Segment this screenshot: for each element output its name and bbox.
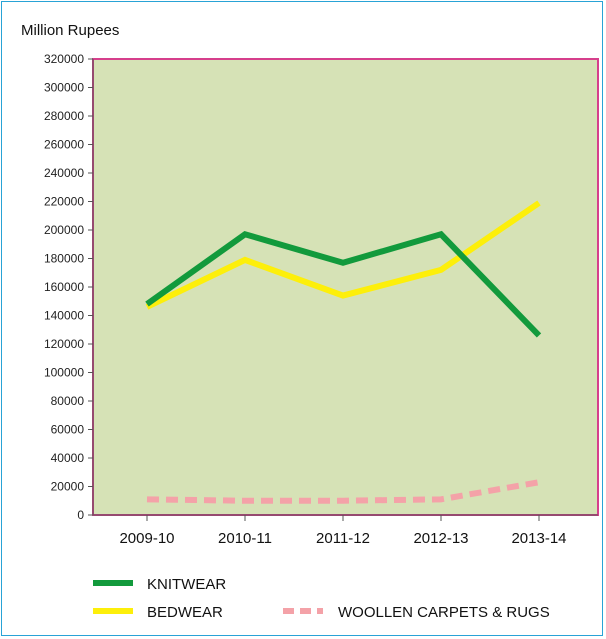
series-line-woollen-carpets-rugs xyxy=(146,479,540,504)
y-tick-label: 260000 xyxy=(44,138,84,152)
y-tick-label: 20000 xyxy=(51,480,85,494)
legend-label-knitwear: KNITWEAR xyxy=(147,576,226,593)
y-tick-label: 60000 xyxy=(51,423,85,437)
y-axis: 0 20000 40000 60000 80000 100000 120000 140000 1… xyxy=(44,52,94,522)
x-tick-label: 2013-14 xyxy=(511,530,566,547)
x-axis: 2009-10 2010-11 2011-12 2012-13 2013-14 xyxy=(93,514,598,547)
series-line-knitwear xyxy=(145,230,542,338)
y-tick-label: 0 xyxy=(77,508,84,522)
x-tick-label: 2012-13 xyxy=(413,530,468,547)
y-tick-label: 220000 xyxy=(44,195,84,209)
y-tick-label: 100000 xyxy=(44,366,84,380)
legend-label-woollen-carpets-rugs: WOOLLEN CARPETS & RUGS xyxy=(338,604,550,621)
plot-area xyxy=(92,58,599,516)
y-tick-label: 180000 xyxy=(44,252,84,266)
series-lines xyxy=(145,200,542,504)
y-tick-label: 160000 xyxy=(44,280,84,294)
y-tick-label: 300000 xyxy=(44,81,84,95)
y-tick-label: 240000 xyxy=(44,166,84,180)
y-tick-label: 280000 xyxy=(44,109,84,123)
legend: KNITWEAR BEDWEAR WOOLLEN CARPETS & RUGS xyxy=(93,576,550,621)
y-tick-label: 120000 xyxy=(44,337,84,351)
y-tick-label: 320000 xyxy=(44,52,84,66)
y-tick-label: 40000 xyxy=(51,451,85,465)
y-tick-label: 200000 xyxy=(44,223,84,237)
y-axis-label: Million Rupees xyxy=(21,22,119,39)
series-line-bedwear xyxy=(145,200,541,310)
y-tick-label: 140000 xyxy=(44,309,84,323)
x-tick-label: 2010-11 xyxy=(218,530,272,547)
legend-label-bedwear: BEDWEAR xyxy=(147,604,223,621)
y-tick-label: 80000 xyxy=(51,394,85,408)
x-tick-label: 2009-10 xyxy=(119,530,174,547)
x-tick-label: 2011-12 xyxy=(316,530,370,547)
